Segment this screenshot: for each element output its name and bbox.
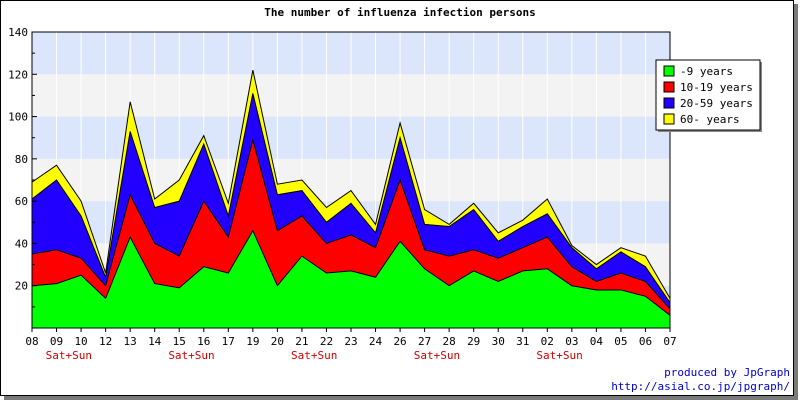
x-tick-label: 10	[74, 335, 87, 348]
area-outline	[31, 69, 671, 299]
credit-line-1: produced by JpGraph	[664, 366, 790, 379]
x-tick-label: 05	[614, 335, 627, 348]
y-tick-label: 100	[8, 111, 28, 124]
x-tick-label: 30	[492, 335, 505, 348]
legend-label: -9 years	[680, 65, 733, 78]
area-outline	[31, 137, 671, 310]
x-tick-label: 27	[418, 335, 431, 348]
x-tick-label: 24	[369, 335, 383, 348]
x-tick-label: 15	[173, 335, 186, 348]
x-tick-label: 22	[320, 335, 333, 348]
weekend-label: Sat+Sun	[536, 349, 582, 362]
x-tick-label: 09	[50, 335, 63, 348]
x-tick-label: 29	[467, 335, 480, 348]
y-tick-label: 80	[15, 153, 28, 166]
x-tick-label: 04	[590, 335, 604, 348]
area-outline	[31, 93, 671, 303]
x-tick-label: 16	[197, 335, 210, 348]
x-tick-label: 20	[271, 335, 284, 348]
y-tick-label: 20	[15, 280, 28, 293]
x-tick-label: 06	[639, 335, 652, 348]
x-tick-label: 13	[124, 335, 137, 348]
weekend-label: Sat+Sun	[168, 349, 214, 362]
x-tick-label: 21	[295, 335, 308, 348]
legend-swatch	[663, 65, 675, 77]
x-tick-label: 28	[443, 335, 456, 348]
chart-title: The number of influenza infection person…	[264, 6, 536, 19]
x-tick-label: 26	[393, 335, 406, 348]
x-tick-label: 07	[663, 335, 676, 348]
weekend-label: Sat+Sun	[291, 349, 337, 362]
area-outline	[31, 229, 671, 316]
stacked-areas	[31, 69, 671, 329]
x-tick-label: 14	[148, 335, 162, 348]
y-tick-label: 120	[8, 68, 28, 81]
axes: 20 40 60 80 100 120 140 08 09 10 12 13 14 15 16 17 19 20 2…	[8, 26, 677, 362]
legend-swatch	[663, 81, 675, 93]
y-tick-label: 60	[15, 195, 28, 208]
x-tick-label: 17	[222, 335, 235, 348]
x-tick-label: 12	[99, 335, 112, 348]
legend-label: 20-59 years	[680, 97, 753, 110]
legend-swatch	[663, 97, 675, 109]
weekend-label: Sat+Sun	[46, 349, 92, 362]
area--9-years	[32, 230, 670, 328]
y-tick-label: 140	[8, 26, 28, 39]
x-tick-label: 23	[344, 335, 357, 348]
x-tick-label: 19	[246, 335, 259, 348]
legend-label: 10-19 years	[680, 81, 753, 94]
x-tick-label: 31	[516, 335, 529, 348]
x-tick-label: 03	[565, 335, 578, 348]
legend-swatch	[663, 113, 675, 125]
legend-label: 60- years	[680, 113, 740, 126]
y-tick-label: 40	[15, 237, 28, 250]
legend: -9 years 10-19 years 20-59 years 60- years	[655, 59, 762, 132]
x-tick-label: 02	[541, 335, 554, 348]
credit-line-2[interactable]: http://asial.co.jp/jpgraph/	[611, 380, 790, 393]
weekend-label: Sat+Sun	[414, 349, 460, 362]
x-tick-label: 08	[25, 335, 38, 348]
